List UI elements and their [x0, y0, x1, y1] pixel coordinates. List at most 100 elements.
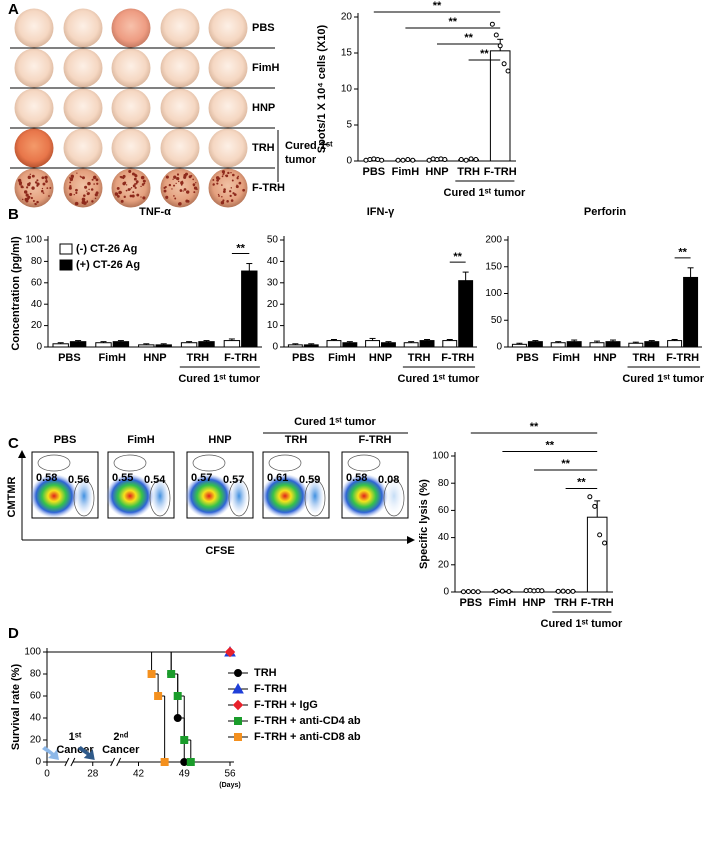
y-tick-label: 60	[30, 691, 42, 702]
well-spot	[131, 194, 135, 198]
data-point	[539, 588, 545, 594]
data-point	[400, 157, 406, 163]
gate-value: 0.54	[144, 474, 166, 486]
well-spot	[32, 200, 35, 203]
well-spot	[86, 200, 89, 203]
bar	[287, 344, 303, 348]
x-tick-label: 28	[87, 769, 99, 780]
well-spot	[142, 179, 146, 183]
x-tick-label: HNP	[522, 597, 545, 609]
x-tick-label: F-TRH	[666, 352, 699, 364]
data-point	[475, 589, 481, 595]
y-tick-label: 0	[443, 587, 449, 598]
data-point	[560, 588, 566, 594]
x-tick-label: PBS	[58, 352, 81, 364]
well-spot	[130, 186, 133, 189]
x-tick-label: PBS	[292, 352, 315, 364]
gate	[383, 479, 405, 517]
data-point	[535, 588, 541, 594]
y-tick-label: 80	[31, 256, 43, 267]
well-spot	[36, 182, 40, 186]
data-point	[505, 68, 511, 74]
axis-break	[110, 757, 116, 767]
well-spot	[90, 188, 94, 191]
well	[63, 88, 103, 128]
well-spot	[168, 183, 172, 187]
row-label: HNP	[252, 102, 275, 114]
well	[14, 88, 54, 128]
well-spot	[132, 191, 135, 194]
marker	[154, 692, 163, 700]
well-spot	[180, 181, 184, 185]
legend-swatch	[59, 259, 73, 271]
well-spot	[141, 183, 145, 186]
well-spot	[177, 180, 180, 183]
y-tick-label: 80	[30, 669, 42, 680]
well-spot	[27, 182, 31, 187]
y-axis-label: Spots/1 X 10⁴ cells (X10)	[316, 25, 328, 154]
data-point	[570, 588, 576, 594]
x-tick-label: TRH	[408, 352, 431, 364]
well-spot	[70, 174, 75, 178]
axis-break	[70, 757, 76, 767]
well-spot	[223, 188, 226, 191]
well-spot	[23, 190, 28, 194]
well-spot	[94, 193, 98, 197]
well-spot	[222, 199, 225, 202]
y-tick-label: 15	[341, 48, 353, 59]
well-spot	[140, 185, 142, 188]
well-spot	[212, 179, 215, 181]
well	[208, 48, 248, 88]
x-tick-label: PBS	[516, 352, 539, 364]
well-spot	[231, 179, 234, 182]
data-point	[463, 157, 469, 163]
well-spot	[176, 173, 180, 176]
marker	[224, 646, 236, 658]
bar	[489, 50, 511, 162]
well	[208, 8, 248, 48]
x-axis-unit: (Days)	[219, 782, 240, 789]
well-spot	[25, 193, 29, 197]
well-spot	[235, 185, 239, 189]
y-tick-label: 200	[485, 235, 502, 246]
sample-label: HNP	[208, 434, 231, 446]
x-tick-label: 0	[44, 769, 50, 780]
gate-value: 0.58	[36, 472, 57, 484]
bar	[683, 276, 699, 348]
well-spot	[69, 185, 72, 188]
well-spot	[221, 175, 224, 178]
gate	[228, 479, 250, 517]
x-tick-label: HNP	[369, 352, 392, 364]
well-spot	[133, 177, 137, 181]
data-point	[363, 157, 369, 163]
well-spot	[88, 188, 90, 191]
bar	[566, 341, 582, 348]
bar	[365, 340, 381, 348]
data-point	[565, 588, 571, 594]
x-tick-label: FimH	[98, 352, 126, 364]
sample-label: PBS	[54, 434, 77, 446]
flow-population	[185, 474, 233, 518]
well-spot	[31, 186, 35, 190]
y-tick-label: 30	[267, 277, 279, 288]
gate-value: 0.58	[346, 472, 367, 484]
well-spot	[36, 200, 39, 204]
annotation: 1ˢᵗ	[69, 731, 82, 743]
well-spot	[48, 195, 50, 197]
y-tick-label: 0	[496, 342, 502, 353]
bar	[241, 270, 258, 348]
well-spot	[179, 189, 183, 192]
well	[111, 88, 151, 128]
well-spot	[193, 191, 196, 194]
well	[160, 168, 200, 208]
y-tick-label: 20	[341, 12, 353, 23]
data-point	[473, 157, 479, 163]
bar	[550, 342, 566, 348]
bar	[458, 280, 474, 348]
well-spot	[91, 178, 94, 181]
marker	[160, 758, 169, 766]
x-tick-label: 49	[179, 769, 191, 780]
chart-title: Perforin	[584, 206, 626, 218]
legend-label: TRH	[254, 667, 277, 679]
marker	[234, 717, 242, 725]
